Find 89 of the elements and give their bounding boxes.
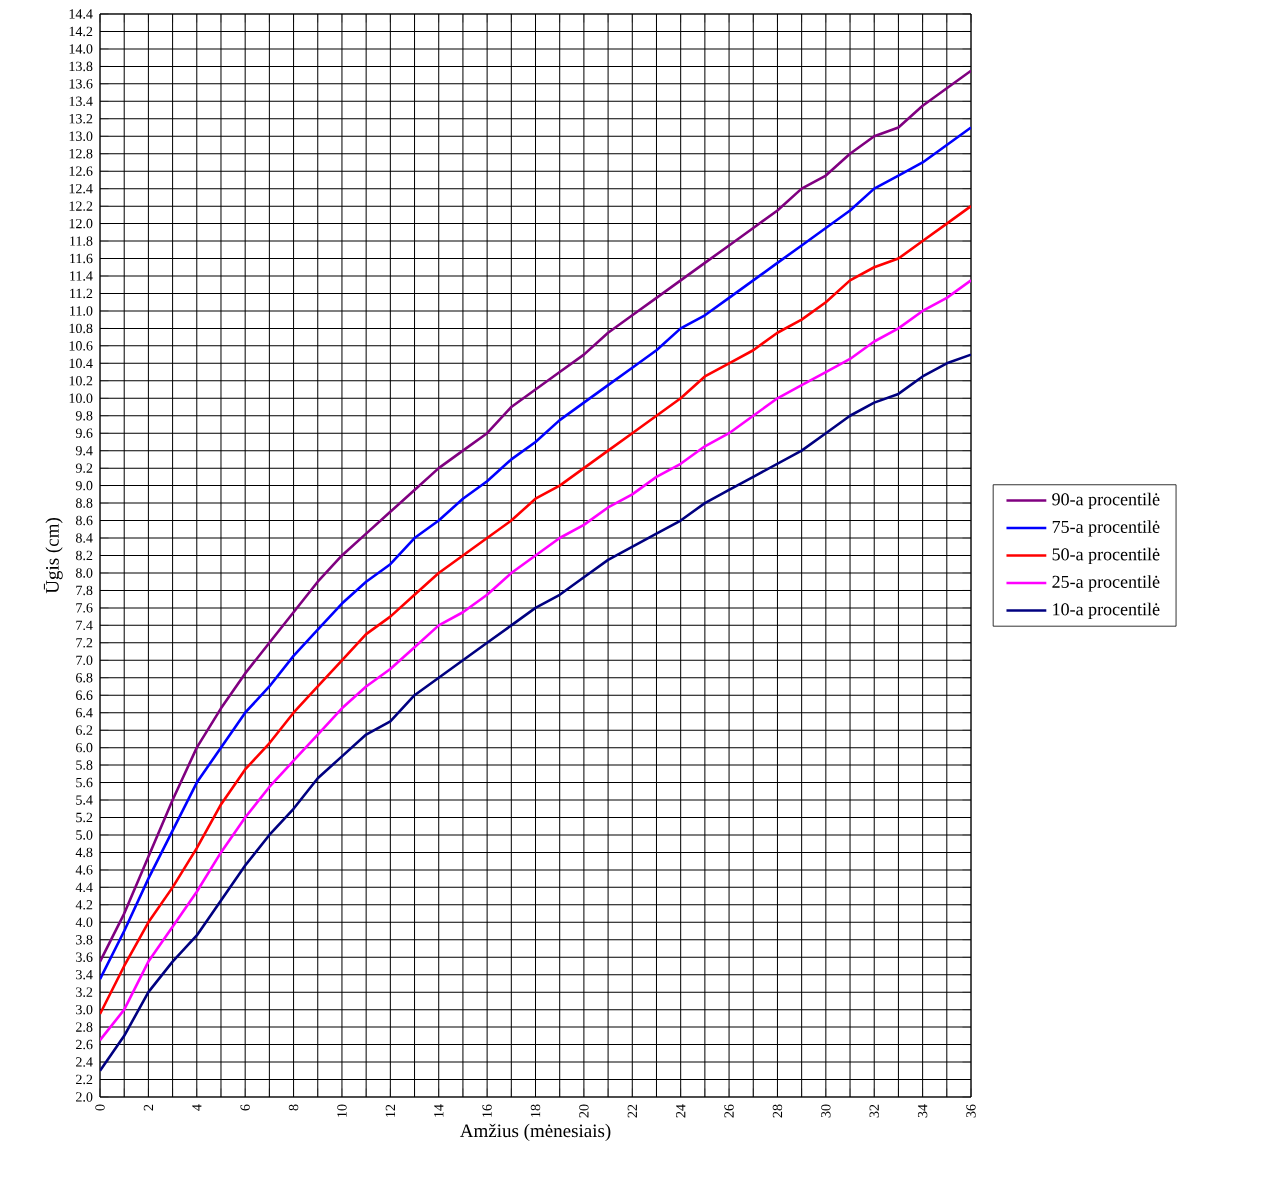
legend-label: 10-a procentilė bbox=[1053, 602, 1160, 620]
y-tick-label: 6.0 bbox=[76, 742, 93, 753]
y-tick-label: 11.8 bbox=[70, 236, 93, 246]
y-tick-label: 3.2 bbox=[76, 987, 93, 997]
y-tick-label: 5.0 bbox=[76, 830, 93, 840]
y-tick-label: 4.8 bbox=[75, 847, 93, 858]
x-tick-label: 28 bbox=[772, 1104, 783, 1118]
legend-label: 75-a procentilė bbox=[1052, 520, 1160, 537]
x-axis-title: Amžius (mėnesiais) bbox=[459, 1123, 611, 1142]
x-tick-label: 18 bbox=[530, 1104, 541, 1117]
y-tick-label: 6.6 bbox=[76, 690, 93, 700]
x-tick-label: 26 bbox=[724, 1104, 734, 1118]
y-tick-label: 6.4 bbox=[76, 707, 93, 718]
y-tick-label: 13.2 bbox=[69, 114, 93, 124]
y-tick-label: 4.6 bbox=[75, 865, 93, 875]
y-tick-label: 2.4 bbox=[76, 1057, 93, 1067]
y-tick-label: 14.2 bbox=[69, 26, 93, 37]
y-tick-label: 7.8 bbox=[76, 585, 93, 596]
y-tick-label: 11.0 bbox=[70, 306, 93, 316]
y-tick-label: 9.0 bbox=[75, 480, 93, 491]
x-tick-label: 30 bbox=[821, 1104, 831, 1118]
y-tick-label: 10.0 bbox=[69, 393, 93, 404]
y-tick-label: 2.8 bbox=[76, 1022, 93, 1032]
y-tick-label: 12.8 bbox=[69, 148, 93, 159]
y-tick-label: 7.4 bbox=[76, 620, 93, 631]
y-tick-label: 13.6 bbox=[69, 79, 93, 89]
x-tick-label: 32 bbox=[869, 1104, 879, 1118]
y-tick-label: 10.4 bbox=[69, 358, 93, 369]
y-tick-label: 7.0 bbox=[76, 655, 93, 666]
y-tick-label: 8.2 bbox=[75, 550, 93, 561]
y-tick-label: 3.4 bbox=[76, 969, 93, 980]
y-tick-label: 3.6 bbox=[76, 952, 93, 962]
y-tick-label: 9.2 bbox=[75, 463, 93, 473]
y-tick-label: 10.8 bbox=[69, 323, 93, 334]
legend-label: 50-a procentilė bbox=[1052, 547, 1160, 565]
x-tick-label: 22 bbox=[627, 1104, 637, 1118]
y-tick-label: 13.4 bbox=[69, 96, 93, 107]
x-tick-label: 8 bbox=[288, 1104, 299, 1111]
y-tick-label: 12.0 bbox=[69, 218, 93, 229]
y-tick-label: 5.2 bbox=[76, 812, 93, 823]
y-tick-label: 7.6 bbox=[76, 603, 93, 613]
y-tick-label: 11.6 bbox=[70, 253, 93, 264]
x-tick-label: 16 bbox=[482, 1104, 492, 1117]
y-tick-label: 10.6 bbox=[69, 341, 93, 351]
y-tick-label: 3.8 bbox=[76, 935, 93, 945]
x-tick-label: 24 bbox=[676, 1104, 686, 1118]
y-tick-label: 9.8 bbox=[75, 410, 93, 421]
y-tick-label: 2.6 bbox=[76, 1039, 93, 1050]
legend-label: 25-a procentilė bbox=[1052, 575, 1160, 592]
y-tick-label: 8.6 bbox=[75, 515, 93, 526]
y-tick-label: 4.4 bbox=[75, 882, 93, 893]
y-tick-label: 14.4 bbox=[69, 9, 93, 19]
x-tick-label: 0 bbox=[95, 1104, 105, 1111]
y-tick-label: 12.6 bbox=[69, 166, 93, 176]
y-tick-label: 4.0 bbox=[75, 917, 93, 928]
y-tick-label: 4.2 bbox=[75, 900, 93, 910]
y-tick-label: 12.4 bbox=[69, 183, 93, 194]
y-tick-label: 8.8 bbox=[75, 498, 93, 508]
y-tick-label: 8.4 bbox=[75, 533, 93, 543]
y-tick-label: 12.2 bbox=[69, 201, 93, 211]
y-tick-label: 6.8 bbox=[76, 673, 93, 683]
x-tick-label: 36 bbox=[966, 1104, 976, 1118]
y-tick-label: 13.0 bbox=[69, 131, 93, 141]
x-tick-label: 20 bbox=[579, 1104, 589, 1118]
y-tick-label: 2.2 bbox=[76, 1074, 93, 1085]
y-tick-label: 10.2 bbox=[69, 376, 93, 386]
y-tick-label: 14.0 bbox=[69, 44, 93, 54]
legend-label: 90-a procentilė bbox=[1052, 492, 1160, 510]
y-tick-label: 11.2 bbox=[70, 288, 93, 299]
y-tick-label: 6.2 bbox=[76, 725, 93, 735]
y-tick-label: 5.4 bbox=[76, 795, 93, 805]
x-tick-label: 34 bbox=[917, 1104, 928, 1118]
y-tick-label: 5.8 bbox=[76, 760, 93, 770]
x-tick-label: 10 bbox=[337, 1104, 347, 1117]
x-tick-label: 2 bbox=[143, 1104, 154, 1111]
y-tick-label: 2.0 bbox=[76, 1092, 93, 1102]
x-tick-label: 6 bbox=[240, 1104, 250, 1111]
y-axis-title: Ūgis (cm) bbox=[43, 518, 63, 594]
x-tick-label: 14 bbox=[434, 1104, 444, 1117]
y-tick-label: 9.4 bbox=[75, 445, 93, 456]
y-tick-label: 7.2 bbox=[76, 638, 93, 648]
y-tick-label: 13.8 bbox=[69, 61, 93, 72]
y-tick-label: 5.6 bbox=[76, 777, 93, 788]
y-tick-label: 8.0 bbox=[75, 568, 93, 578]
x-tick-label: 12 bbox=[385, 1104, 395, 1117]
y-tick-label: 11.4 bbox=[70, 271, 93, 281]
y-tick-label: 9.6 bbox=[75, 428, 93, 438]
y-tick-label: 3.0 bbox=[76, 1004, 93, 1015]
x-tick-label: 4 bbox=[192, 1104, 202, 1111]
